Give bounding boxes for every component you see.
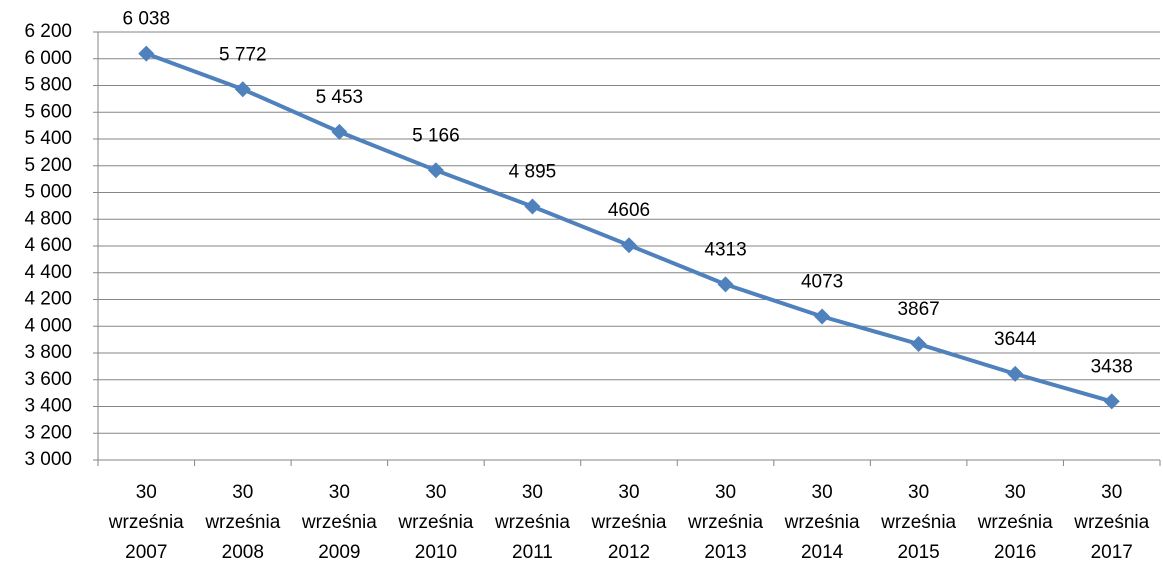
y-tick-label: 3 000	[24, 449, 72, 470]
y-tick-label: 3 400	[24, 396, 72, 417]
y-tick-label: 4 000	[24, 315, 72, 336]
x-tick-label: 30 września 2011	[494, 482, 570, 563]
y-tick-label: 5 600	[24, 101, 72, 122]
data-label: 4606	[608, 200, 650, 221]
x-tick-label: 30 września 2017	[1074, 482, 1150, 563]
marker	[138, 45, 155, 62]
y-tick-label: 4 600	[24, 235, 72, 256]
y-tick-label: 6 200	[24, 21, 72, 42]
x-tick-label: 30 września 2012	[591, 482, 667, 563]
x-tick-label: 30 września 2014	[784, 482, 860, 563]
y-tick-label: 5 200	[24, 155, 72, 176]
x-tick-label-box: 30 września 2017	[1063, 478, 1160, 568]
x-tick-label-box: 30 września 2008	[195, 478, 292, 568]
data-label: 3438	[1091, 356, 1133, 377]
y-tick-label: 3 600	[24, 369, 72, 390]
data-label: 3644	[994, 329, 1037, 350]
data-label: 5 453	[316, 87, 364, 108]
data-label: 5 772	[219, 44, 267, 65]
x-tick-label-box: 30 września 2013	[677, 478, 774, 568]
x-tick-label: 30 września 2008	[205, 482, 281, 563]
y-tick-label: 6 000	[24, 48, 72, 69]
marker	[1103, 393, 1120, 410]
data-label: 4313	[704, 239, 746, 260]
x-tick-label: 30 września 2013	[688, 482, 764, 563]
x-tick-label-box: 30 września 2015	[870, 478, 967, 568]
y-tick-label: 3 200	[24, 422, 72, 443]
marker	[427, 162, 444, 179]
x-tick-label: 30 września 2009	[301, 482, 377, 563]
data-label: 3867	[897, 299, 939, 320]
x-tick-label-box: 30 września 2007	[98, 478, 195, 568]
data-label: 5 166	[412, 125, 460, 146]
marker	[717, 276, 734, 293]
data-label: 4 895	[509, 162, 557, 183]
x-tick-label: 30 września 2007	[108, 482, 184, 563]
y-tick-label: 5 000	[24, 182, 72, 203]
marker	[1007, 365, 1024, 382]
y-tick-label: 3 800	[24, 342, 72, 363]
marker	[331, 123, 348, 140]
y-tick-label: 5 800	[24, 75, 72, 96]
x-tick-label-box: 30 września 2014	[774, 478, 871, 568]
marker	[234, 81, 251, 98]
line	[145, 51, 1113, 404]
x-tick-label-box: 30 września 2010	[388, 478, 485, 568]
y-tick-label: 5 400	[24, 128, 72, 149]
marker	[910, 336, 927, 353]
x-tick-label: 30 września 2010	[398, 482, 474, 563]
x-tick-label-box: 30 września 2011	[484, 478, 581, 568]
y-tick-label: 4 200	[24, 289, 72, 310]
marker	[524, 198, 541, 215]
marker	[621, 237, 637, 254]
x-tick-label-box: 30 września 2012	[581, 478, 678, 568]
y-tick-label: 4 800	[24, 208, 72, 229]
x-tick-label: 30 września 2015	[881, 482, 957, 563]
x-tick-label: 30 września 2016	[977, 482, 1053, 563]
y-tick-label: 4 400	[24, 262, 72, 283]
data-label: 6 038	[122, 9, 170, 30]
marker	[814, 308, 831, 325]
data-label: 4073	[801, 272, 843, 293]
x-tick-label-box: 30 września 2009	[291, 478, 388, 568]
x-tick-label-box: 30 września 2016	[967, 478, 1064, 568]
